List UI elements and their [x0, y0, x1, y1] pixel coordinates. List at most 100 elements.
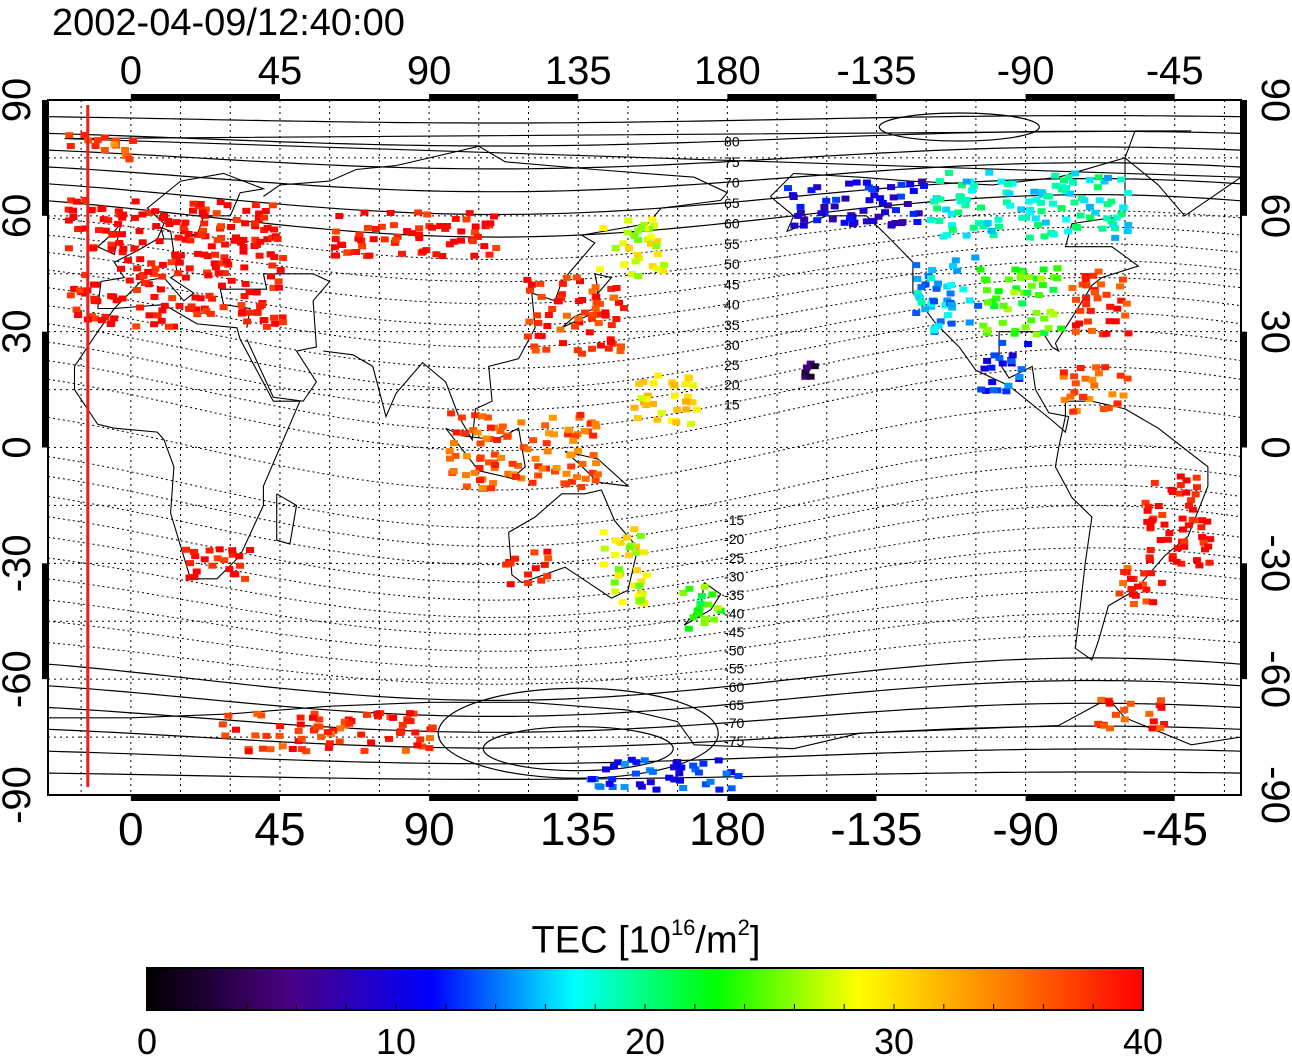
tec-pixel [913, 290, 922, 297]
magnetic-contour [48, 259, 1241, 327]
tec-pixel [621, 760, 630, 767]
tec-pixel [192, 306, 201, 313]
tec-pixel [947, 282, 956, 289]
tec-pixel [152, 223, 161, 229]
tec-pixel [220, 270, 229, 277]
tec-pixel [526, 287, 534, 294]
tec-pixel [640, 757, 649, 764]
tec-pixel [462, 216, 471, 223]
tec-pixel [335, 738, 344, 745]
tec-pixel [156, 286, 165, 293]
tec-pixel [268, 202, 277, 209]
tec-pixel [1178, 526, 1187, 533]
tec-pixel [524, 580, 533, 586]
longitude-tick-label: 135 [545, 49, 612, 93]
tec-pixel [1107, 198, 1116, 205]
latitude-tick-label: 0 [0, 436, 39, 458]
tec-pixel [1094, 174, 1103, 181]
tec-pixel [575, 319, 584, 326]
tec-pixel [470, 469, 479, 476]
tec-pixel [241, 280, 250, 287]
tec-pixel [1066, 190, 1075, 197]
tec-pixel [251, 220, 259, 227]
tec-pixel [591, 420, 600, 427]
tec-pixel [90, 281, 99, 288]
tec-pixel [1072, 224, 1081, 230]
tec-pixel [840, 219, 849, 226]
tec-pixel [468, 238, 477, 245]
tec-pixel [482, 435, 491, 442]
tec-pixel [315, 723, 324, 730]
tec-pixel [95, 227, 103, 234]
tec-pixel [309, 727, 318, 734]
tec-pixel [1193, 484, 1201, 491]
tec-pixel [576, 278, 584, 285]
tec-pixel [800, 216, 809, 223]
tec-pixel [689, 382, 698, 389]
tec-pixel [624, 245, 633, 251]
tec-pixel [1032, 309, 1041, 316]
tec-pixel [181, 219, 190, 226]
tec-pixel [235, 553, 244, 560]
tec-pixel [1002, 199, 1011, 206]
tec-pixel [363, 711, 371, 718]
tec-pixel [1071, 328, 1080, 335]
tec-pixel [1085, 203, 1094, 210]
tec-pixel [331, 236, 340, 243]
tec-pixel [151, 208, 160, 215]
magnetic-contour [48, 115, 1241, 124]
tec-pixel [1060, 177, 1068, 184]
tec-pixel [591, 305, 600, 312]
tec-pixel [212, 210, 221, 217]
tec-pixel [1143, 507, 1152, 514]
tec-pixel [1032, 196, 1041, 203]
tec-pixel [948, 226, 957, 233]
colorbar-tick-label: 0 [137, 1021, 157, 1057]
tec-pixel [530, 343, 539, 350]
magnetic-latitude-label: 50 [724, 256, 740, 272]
tec-pixel [691, 766, 700, 773]
latitude-tick-label: -60 [0, 650, 39, 708]
tec-pixel [471, 412, 480, 419]
tec-pixel [652, 786, 661, 793]
tec-pixel [517, 475, 526, 482]
tec-pixel [1173, 545, 1182, 552]
tec-pixel [385, 735, 393, 742]
tec-pixel [1101, 364, 1110, 371]
tec-pixel [953, 267, 962, 274]
tec-pixel [1140, 570, 1149, 577]
tec-pixel [215, 546, 224, 553]
tec-pixel [1160, 521, 1169, 528]
tec-pixel [72, 306, 81, 313]
tec-pixel [1116, 283, 1124, 290]
tec-pixel [158, 261, 167, 268]
tec-pixel [228, 547, 237, 554]
tec-pixel [1049, 286, 1058, 293]
tec-pixel [1112, 214, 1121, 221]
tec-pixel [171, 251, 180, 258]
south-magnetic-pole-contour [482, 726, 674, 772]
tec-pixel [132, 323, 141, 330]
longitude-tick-label: -90 [997, 49, 1055, 93]
tec-pixel [1005, 276, 1013, 283]
tec-pixel [989, 387, 998, 394]
tec-pixel [1015, 373, 1024, 380]
tec-pixel [995, 223, 1003, 230]
map-frame [47, 99, 1242, 796]
tec-pixel [1117, 176, 1126, 183]
tec-pixel [189, 207, 197, 214]
tec-pixel [998, 319, 1007, 326]
tec-pixel [639, 379, 648, 386]
tec-pixel [1095, 197, 1104, 204]
tec-pixel [227, 277, 236, 284]
tec-pixel [611, 551, 620, 558]
tec-pixel [1105, 318, 1114, 325]
tec-pixel [630, 526, 639, 533]
tec-pixel [506, 560, 515, 567]
tec-pixel [1002, 388, 1011, 395]
tec-pixel [1094, 720, 1103, 727]
tec-pixel [335, 213, 344, 219]
tec-pixel [239, 244, 248, 250]
tec-pixel [315, 716, 324, 723]
tec-pixel [470, 252, 479, 259]
